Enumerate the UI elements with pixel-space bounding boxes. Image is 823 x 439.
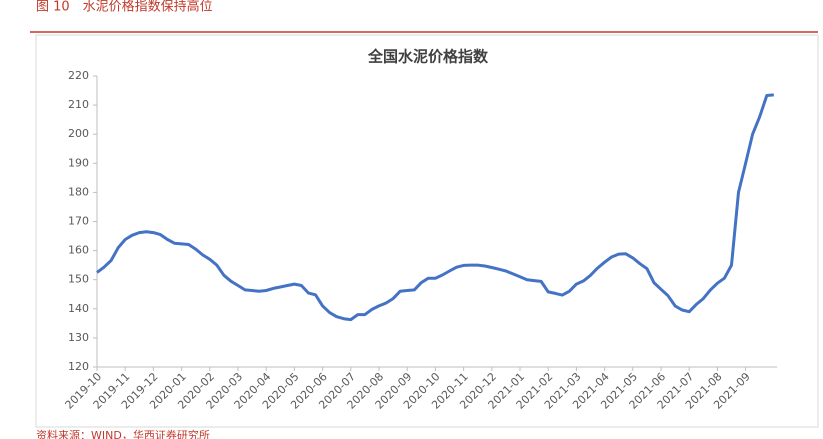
y-tick-label: 160 bbox=[68, 244, 89, 257]
chart-frame bbox=[35, 34, 819, 428]
y-tick-label: 210 bbox=[68, 98, 89, 111]
y-tick-label: 130 bbox=[68, 331, 89, 344]
source-note: 资料来源：WIND，华西证券研究所 bbox=[36, 428, 210, 439]
y-tick-label: 180 bbox=[68, 185, 89, 198]
chart-title: 全国水泥价格指数 bbox=[367, 48, 489, 66]
index-line bbox=[96, 93, 774, 322]
y-tick-label: 200 bbox=[68, 127, 89, 140]
y-tick-label: 220 bbox=[68, 69, 89, 82]
y-tick-label: 140 bbox=[68, 302, 89, 315]
y-tick-label: 190 bbox=[68, 156, 89, 169]
figure-caption: 图 10 水泥价格指数保持高位 bbox=[36, 0, 213, 15]
y-tick-label: 150 bbox=[68, 273, 89, 286]
y-tick-label: 120 bbox=[68, 360, 89, 373]
y-tick-label: 170 bbox=[68, 215, 89, 228]
